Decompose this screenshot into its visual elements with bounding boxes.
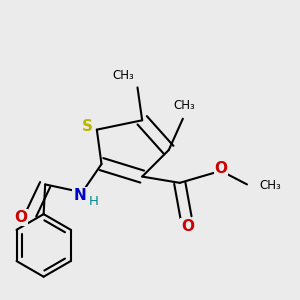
Text: CH₃: CH₃ (112, 69, 134, 82)
Text: O: O (181, 218, 194, 233)
Text: O: O (214, 161, 227, 176)
Text: H: H (89, 195, 99, 208)
Text: CH₃: CH₃ (173, 99, 195, 112)
Text: S: S (82, 119, 93, 134)
Text: N: N (73, 188, 86, 203)
Text: CH₃: CH₃ (259, 179, 280, 193)
Text: O: O (15, 210, 28, 225)
